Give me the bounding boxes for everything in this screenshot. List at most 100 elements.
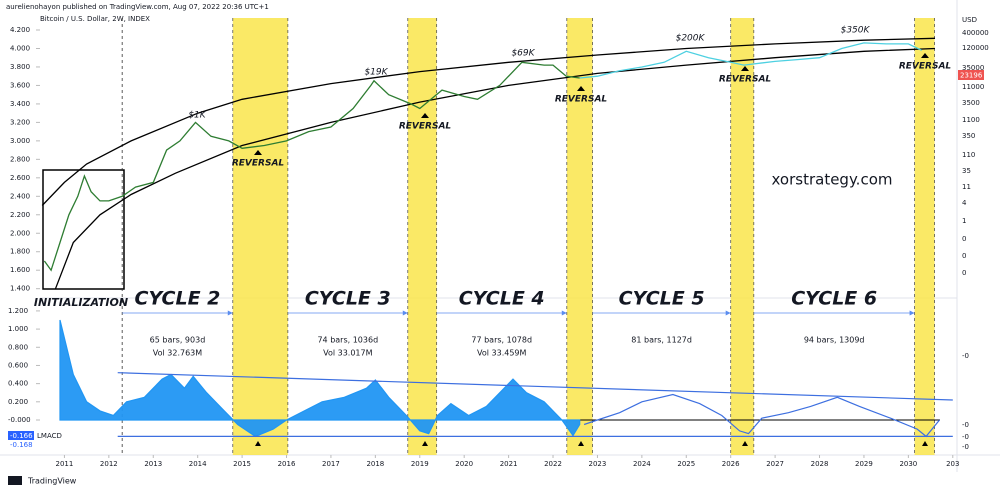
cycle-stats: Vol 33.459M [477, 349, 527, 358]
price-scale-label: 4 [962, 199, 967, 207]
price-scale-label: 110 [962, 151, 975, 159]
x-tick-label: 2013 [144, 460, 162, 468]
cycle-arrow-head [227, 310, 233, 316]
footer-logo: TradingView [27, 477, 77, 486]
price-scale-label: 11 [962, 183, 971, 191]
peak-label: $69K [511, 49, 535, 59]
watermark: xorstrategy.com [772, 171, 893, 189]
cycle-arrow-head [402, 310, 408, 316]
reversal-label: REVERSAL [555, 95, 608, 105]
cycle-stats: 74 bars, 1036d [317, 336, 378, 345]
price-scale-label: 120000 [962, 44, 989, 52]
y-tick-label: 0.800 [8, 343, 28, 351]
y-tick-label: 0.400 [8, 380, 28, 388]
osc-scale-label: -0 [962, 352, 969, 360]
cycle-label: CYCLE 5 [619, 288, 705, 310]
x-tick-label: 2028 [811, 460, 829, 468]
x-tick-label: 2026 [722, 460, 740, 468]
reversal-arrow [741, 66, 749, 71]
cycle-label: CYCLE 2 [135, 288, 221, 310]
price-scale-label: 0 [962, 235, 966, 243]
x-tick-label: 2021 [500, 460, 518, 468]
x-tick-label: 2017 [322, 460, 340, 468]
x-tick-label: 203 [946, 460, 959, 468]
y-tick-label: 0.600 [8, 361, 28, 369]
highlight-band [730, 18, 754, 455]
y-tick-label: 1.000 [8, 325, 28, 333]
x-tick-label: 2011 [56, 460, 74, 468]
cycle-stats: 77 bars, 1078d [471, 336, 532, 345]
price-scale-title: USD [962, 16, 977, 24]
y-tick-label: 1.600 [10, 266, 30, 274]
highlight-band [232, 18, 288, 455]
cycle-label: CYCLE 4 [459, 288, 545, 310]
y-tick-label: 4.200 [10, 26, 30, 34]
y-tick-label: 3.800 [10, 63, 30, 71]
y-tick-label: 1.400 [10, 285, 30, 293]
peak-label: $1K [188, 111, 206, 121]
x-tick-label: 2025 [677, 460, 695, 468]
publisher: aurelienohayon published on TradingView.… [6, 3, 269, 11]
osc-scale-label: -0 [962, 443, 969, 451]
macd-badge [8, 431, 34, 440]
osc-scale-label: -0 [962, 421, 969, 429]
last-price-box [958, 70, 984, 80]
series-line [117, 372, 953, 401]
osc-arrow [922, 441, 928, 446]
cycle-arrow-head [561, 310, 567, 316]
x-tick-label: 2019 [411, 460, 429, 468]
peak-label: $200K [676, 34, 706, 44]
price-scale-label: 0 [962, 269, 966, 277]
cycle-label: CYCLE 3 [305, 288, 391, 310]
x-tick-label: 2012 [100, 460, 118, 468]
x-tick-label: 2015 [233, 460, 251, 468]
highlight-band [914, 18, 935, 455]
price-scale-label: 350 [962, 132, 975, 140]
y-tick-label: 2.600 [10, 174, 30, 182]
y-tick-label: 1.200 [8, 307, 28, 315]
y-tick-label: 4.000 [10, 44, 30, 52]
reversal-label: REVERSAL [719, 75, 772, 85]
x-tick-label: 2024 [633, 460, 651, 468]
price-scale-label: 0 [962, 252, 966, 260]
cycle-stats: 81 bars, 1127d [631, 336, 692, 345]
price-scale-label: 1 [962, 217, 966, 225]
x-tick-label: 2018 [366, 460, 384, 468]
y-tick-label: 0.200 [8, 398, 28, 406]
y-tick-label: 3.400 [10, 100, 30, 108]
series-line [41, 37, 936, 206]
reversal-arrow [421, 113, 429, 118]
peak-label: $19K [364, 68, 388, 78]
reversal-arrow [254, 150, 262, 155]
last-price: 23196 [960, 72, 983, 80]
x-tick-label: 2022 [544, 460, 562, 468]
init-box [42, 169, 125, 290]
y-tick-label: 1.800 [10, 248, 30, 256]
x-tick-label: 2030 [899, 460, 917, 468]
osc-arrow [578, 441, 584, 446]
cycle-arrow-head [725, 310, 731, 316]
x-tick-label: 2023 [589, 460, 607, 468]
macd-value: -0.166 [10, 432, 33, 440]
series-line [583, 393, 940, 438]
series-line [54, 47, 936, 289]
cycle-label: CYCLE 6 [791, 288, 877, 310]
y-tick-label: 2.000 [10, 229, 30, 237]
x-tick-label: 2014 [189, 460, 207, 468]
reversal-label: REVERSAL [232, 159, 285, 169]
y-tick-label: 3.000 [10, 137, 30, 145]
price-scale-label: 1100 [962, 116, 980, 124]
reversal-label: REVERSAL [899, 62, 952, 72]
y-tick-label: 3.200 [10, 118, 30, 126]
x-tick-label: 2020 [455, 460, 473, 468]
x-tick-label: 2027 [766, 460, 784, 468]
cycle-stats: Vol 33.017M [323, 349, 373, 358]
cycle-stats: 94 bars, 1309d [804, 336, 865, 345]
reversal-label: REVERSAL [399, 122, 452, 132]
highlight-band [566, 18, 593, 455]
series-line [43, 61, 580, 272]
price-scale-label: 11000 [962, 83, 984, 91]
osc-arrow [255, 441, 261, 446]
macd-title: LMACD [37, 432, 62, 440]
